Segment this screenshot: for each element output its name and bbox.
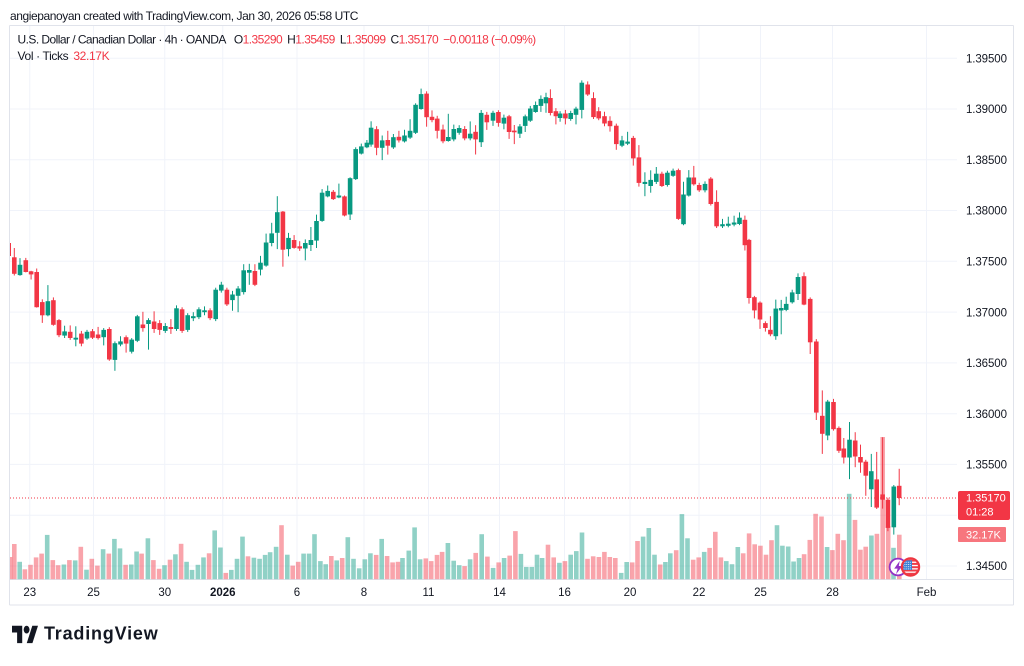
svg-text:01:28: 01:28 xyxy=(966,507,994,519)
svg-text:8: 8 xyxy=(361,587,367,599)
svg-text:1.35500: 1.35500 xyxy=(966,460,1007,472)
svg-text:1.34500: 1.34500 xyxy=(966,561,1007,573)
svg-text:angiepanoyan created with Trad: angiepanoyan created with TradingView.co… xyxy=(10,9,359,23)
svg-text:14: 14 xyxy=(493,587,506,599)
svg-text:U.S. Dollar / Canadian Dollar: U.S. Dollar / Canadian Dollar · 4h · OAN… xyxy=(18,33,537,47)
svg-text:1.37500: 1.37500 xyxy=(966,257,1007,269)
svg-text:1.39000: 1.39000 xyxy=(966,104,1007,116)
svg-text:Vol · Ticks 32.17K: Vol · Ticks 32.17K xyxy=(18,49,110,63)
svg-text:Feb: Feb xyxy=(917,587,937,599)
svg-text:28: 28 xyxy=(826,587,839,599)
svg-text:2026: 2026 xyxy=(210,587,236,599)
svg-text:1.36500: 1.36500 xyxy=(966,358,1007,370)
svg-text:1.36000: 1.36000 xyxy=(966,409,1007,421)
svg-text:1.37000: 1.37000 xyxy=(966,307,1007,319)
svg-text:11: 11 xyxy=(423,587,435,599)
svg-text:6: 6 xyxy=(294,587,300,599)
svg-text:TradingView: TradingView xyxy=(44,624,159,644)
svg-text:30: 30 xyxy=(158,587,171,599)
svg-text:25: 25 xyxy=(754,587,767,599)
svg-text:16: 16 xyxy=(558,587,571,599)
svg-text:23: 23 xyxy=(23,587,36,599)
svg-text:1.38500: 1.38500 xyxy=(966,155,1007,167)
svg-text:32.17K: 32.17K xyxy=(966,530,1002,542)
svg-text:1.35170: 1.35170 xyxy=(966,493,1006,505)
svg-text:25: 25 xyxy=(87,587,100,599)
svg-text:1.38000: 1.38000 xyxy=(966,206,1007,218)
svg-text:1.39500: 1.39500 xyxy=(966,53,1007,65)
svg-text:20: 20 xyxy=(624,587,637,599)
svg-text:22: 22 xyxy=(693,587,706,599)
